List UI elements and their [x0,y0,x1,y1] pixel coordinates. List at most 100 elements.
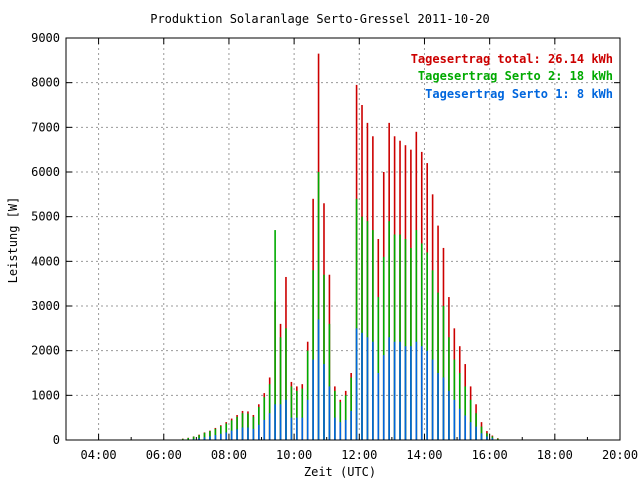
bar [350,410,352,440]
bar [268,413,271,440]
bar [230,430,233,440]
bar [437,373,439,440]
bar [339,422,342,440]
bar [491,438,494,440]
grid-lines [66,38,620,440]
x-tick-label: 10:00 [276,448,312,462]
bar [285,399,287,440]
bar [301,417,304,440]
bar [252,428,255,440]
bar [192,436,195,440]
y-tick-label: 8000 [31,76,60,90]
legend-serto-2: Tagesertrag Serto 2: 18 kWh [418,69,613,83]
bar [388,337,390,440]
x-tick-label: 04:00 [81,448,117,462]
bar [241,427,244,440]
bar [323,364,325,440]
bar [268,384,271,440]
bar [317,172,320,440]
x-tick-label: 16:00 [472,448,508,462]
bar [448,390,450,440]
bar [258,406,260,440]
bar [448,337,450,440]
bar [203,437,206,440]
x-tick-label: 20:00 [602,448,638,462]
x-tick-label: 18:00 [537,448,573,462]
bar [426,252,428,440]
bars-layer [181,53,499,441]
bar [475,426,477,440]
bar [198,438,200,440]
bar [486,436,488,440]
bar [323,274,325,440]
bar [247,413,249,440]
bar [458,408,461,440]
bar [355,328,358,440]
bar [431,270,434,440]
y-tick-label: 3000 [31,299,60,313]
bar [426,350,428,440]
bar [464,415,467,440]
bar [225,423,228,440]
bar [306,350,309,440]
y-tick-label: 1000 [31,388,60,402]
bar [301,388,304,440]
bar [437,292,439,440]
bar [312,270,314,440]
bar [198,435,200,440]
bar [252,416,255,440]
bar [203,432,206,440]
y-tick-label: 4000 [31,254,60,268]
bar [312,359,314,440]
bar [344,395,347,440]
bar [420,346,423,440]
bar [279,404,282,440]
bar [464,386,467,440]
bar [404,346,407,440]
bar [404,239,407,440]
bar [274,404,276,440]
bar [442,377,445,440]
bar [372,341,374,440]
bar [236,429,238,440]
bar [382,256,385,440]
bar [334,390,336,440]
bar [355,198,358,440]
bar [328,323,331,440]
bar [458,373,461,440]
bar [290,386,293,440]
bar [453,399,456,440]
bar [274,230,276,440]
bar [214,435,217,440]
bar [480,433,483,440]
bar [377,297,380,440]
bar [410,247,412,440]
bar [361,216,363,440]
y-tick-label: 6000 [31,165,60,179]
bar [366,221,369,440]
bar [209,431,211,440]
bar [241,413,244,440]
bar [469,399,472,440]
bar [469,422,472,440]
bar [219,426,222,440]
y-tick-labels: 0 1000 2000 3000 4000 5000 6000 7000 8000 9000 [31,31,60,447]
bar [290,417,293,440]
y-tick-label: 5000 [31,210,60,224]
plot-frame [65,37,621,441]
chart-title: Produktion Solaranlage Serto-Gressel 201… [150,12,490,26]
bar [415,230,418,440]
bar [393,234,396,440]
y-tick-label: 0 [53,433,60,447]
bar [263,419,266,440]
legend-total: Tagesertrag total: 26.14 kWh [411,52,613,66]
bar [219,433,222,440]
bar [350,377,352,440]
series-tagesertrag-serto-1 [181,319,499,440]
x-tick-label: 12:00 [341,448,377,462]
bar [285,328,287,440]
bar [263,397,266,440]
bar [420,243,423,440]
bar [393,341,396,440]
